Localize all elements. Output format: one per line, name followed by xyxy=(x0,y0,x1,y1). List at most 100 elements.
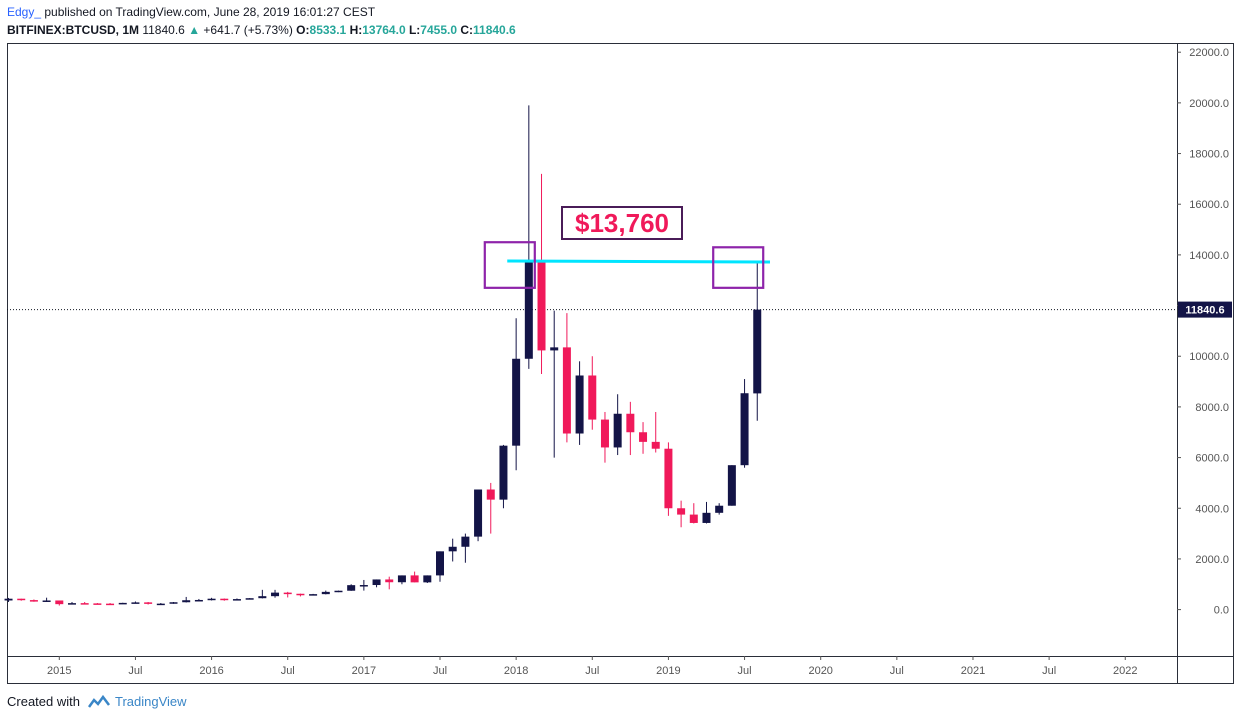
candle xyxy=(131,601,140,604)
close-label: C: xyxy=(460,23,474,37)
highlight-box xyxy=(483,241,536,289)
x-tick-label: 2021 xyxy=(961,665,985,677)
y-tick-label: 10000.0 xyxy=(1189,351,1229,363)
candle-body xyxy=(207,598,216,601)
x-tick-label: Jul xyxy=(890,665,904,677)
price-axis[interactable]: 22000.020000.018000.016000.014000.012000… xyxy=(1177,47,1229,617)
x-tick-label: 2019 xyxy=(656,665,680,677)
candle xyxy=(106,603,115,606)
last-price-line-group: 11840.6 xyxy=(7,301,1232,318)
candle-body xyxy=(359,585,368,587)
y-tick-label: 4000.0 xyxy=(1195,503,1229,515)
candle-body xyxy=(106,603,115,606)
candle-body xyxy=(550,347,559,351)
candles xyxy=(4,105,762,606)
author-link[interactable]: Edgy_ xyxy=(7,5,42,19)
candle-body xyxy=(727,465,736,506)
candle xyxy=(575,361,584,445)
candle xyxy=(347,584,356,591)
candle xyxy=(410,571,419,583)
candle xyxy=(537,173,546,374)
resistance-line xyxy=(507,259,771,264)
candle xyxy=(562,313,571,443)
x-tick-label: 2022 xyxy=(1113,665,1137,677)
publish-info: published on TradingView.com, June 28, 2… xyxy=(44,5,376,19)
candle xyxy=(232,598,241,601)
candle xyxy=(397,575,406,585)
candle xyxy=(550,310,559,458)
candle xyxy=(385,576,394,590)
tradingview-brand-link[interactable]: TradingView xyxy=(115,694,187,709)
candle xyxy=(499,444,508,509)
candle-body xyxy=(436,551,444,576)
candle-body xyxy=(410,575,419,583)
candle xyxy=(613,394,622,456)
candle xyxy=(448,538,457,562)
time-axis[interactable]: 2015 Jul 2016 Jul 2017 Jul 2018 Jul 2019 Jul 2020 J… xyxy=(47,656,1138,677)
candle xyxy=(283,591,292,598)
candle-body xyxy=(562,347,571,434)
candle xyxy=(715,503,724,515)
candle-body xyxy=(296,593,305,596)
candle xyxy=(144,601,153,605)
candle xyxy=(639,422,648,454)
candle xyxy=(372,579,381,588)
candle xyxy=(474,489,483,542)
y-tick-label: 22000.0 xyxy=(1189,47,1229,59)
candle xyxy=(321,590,330,595)
candle xyxy=(486,482,495,534)
candle-body xyxy=(220,598,229,601)
candle-body xyxy=(309,594,318,596)
candle-body xyxy=(283,592,292,595)
candle-body xyxy=(372,579,381,586)
candle xyxy=(512,318,521,471)
highlight-box xyxy=(712,246,765,289)
candle-body xyxy=(42,600,51,602)
x-tick-label: Jul xyxy=(1042,665,1056,677)
candle-body xyxy=(334,590,343,593)
candle xyxy=(42,597,51,602)
candle-body xyxy=(524,259,533,359)
candle-body xyxy=(169,602,178,604)
candle xyxy=(67,601,76,605)
last-price-tag-label: 11840.6 xyxy=(1185,305,1224,317)
candle-body xyxy=(182,600,191,603)
candle xyxy=(753,260,762,421)
open-label: O: xyxy=(296,23,310,37)
candle-body xyxy=(461,536,470,547)
candle-body xyxy=(423,575,432,583)
symbol-label: BITFINEX:BTCUSD, 1M xyxy=(7,23,139,37)
annotations[interactable] xyxy=(483,241,771,289)
candle-body xyxy=(232,599,241,601)
candle-body xyxy=(29,600,38,602)
candle xyxy=(334,590,343,593)
candle-body xyxy=(575,375,584,434)
price-callout[interactable]: $13,760 xyxy=(561,206,683,240)
candle-body xyxy=(67,603,76,605)
candle xyxy=(461,533,470,563)
candle-body xyxy=(93,603,102,605)
candle xyxy=(600,411,609,463)
candle-body xyxy=(664,448,673,509)
x-tick-label: 2018 xyxy=(504,665,528,677)
candle xyxy=(727,465,736,506)
y-tick-label: 14000.0 xyxy=(1189,250,1229,262)
candle-body xyxy=(702,512,711,523)
candle xyxy=(689,503,698,524)
candle-body xyxy=(131,602,140,604)
y-tick-label: 20000.0 xyxy=(1189,98,1229,110)
candle xyxy=(588,356,597,430)
candle xyxy=(93,603,102,605)
y-tick-label: 16000.0 xyxy=(1189,199,1229,211)
candle-body xyxy=(486,489,495,500)
candle-body xyxy=(689,514,698,523)
x-tick-label: Jul xyxy=(281,665,295,677)
candle xyxy=(296,593,305,597)
candle xyxy=(194,598,203,602)
y-tick-label: 2000.0 xyxy=(1195,554,1229,566)
chart-publish-info: Edgy_ published on TradingView.com, June… xyxy=(7,5,375,19)
x-tick-label: Jul xyxy=(585,665,599,677)
candle xyxy=(740,379,749,468)
candle xyxy=(271,589,280,598)
